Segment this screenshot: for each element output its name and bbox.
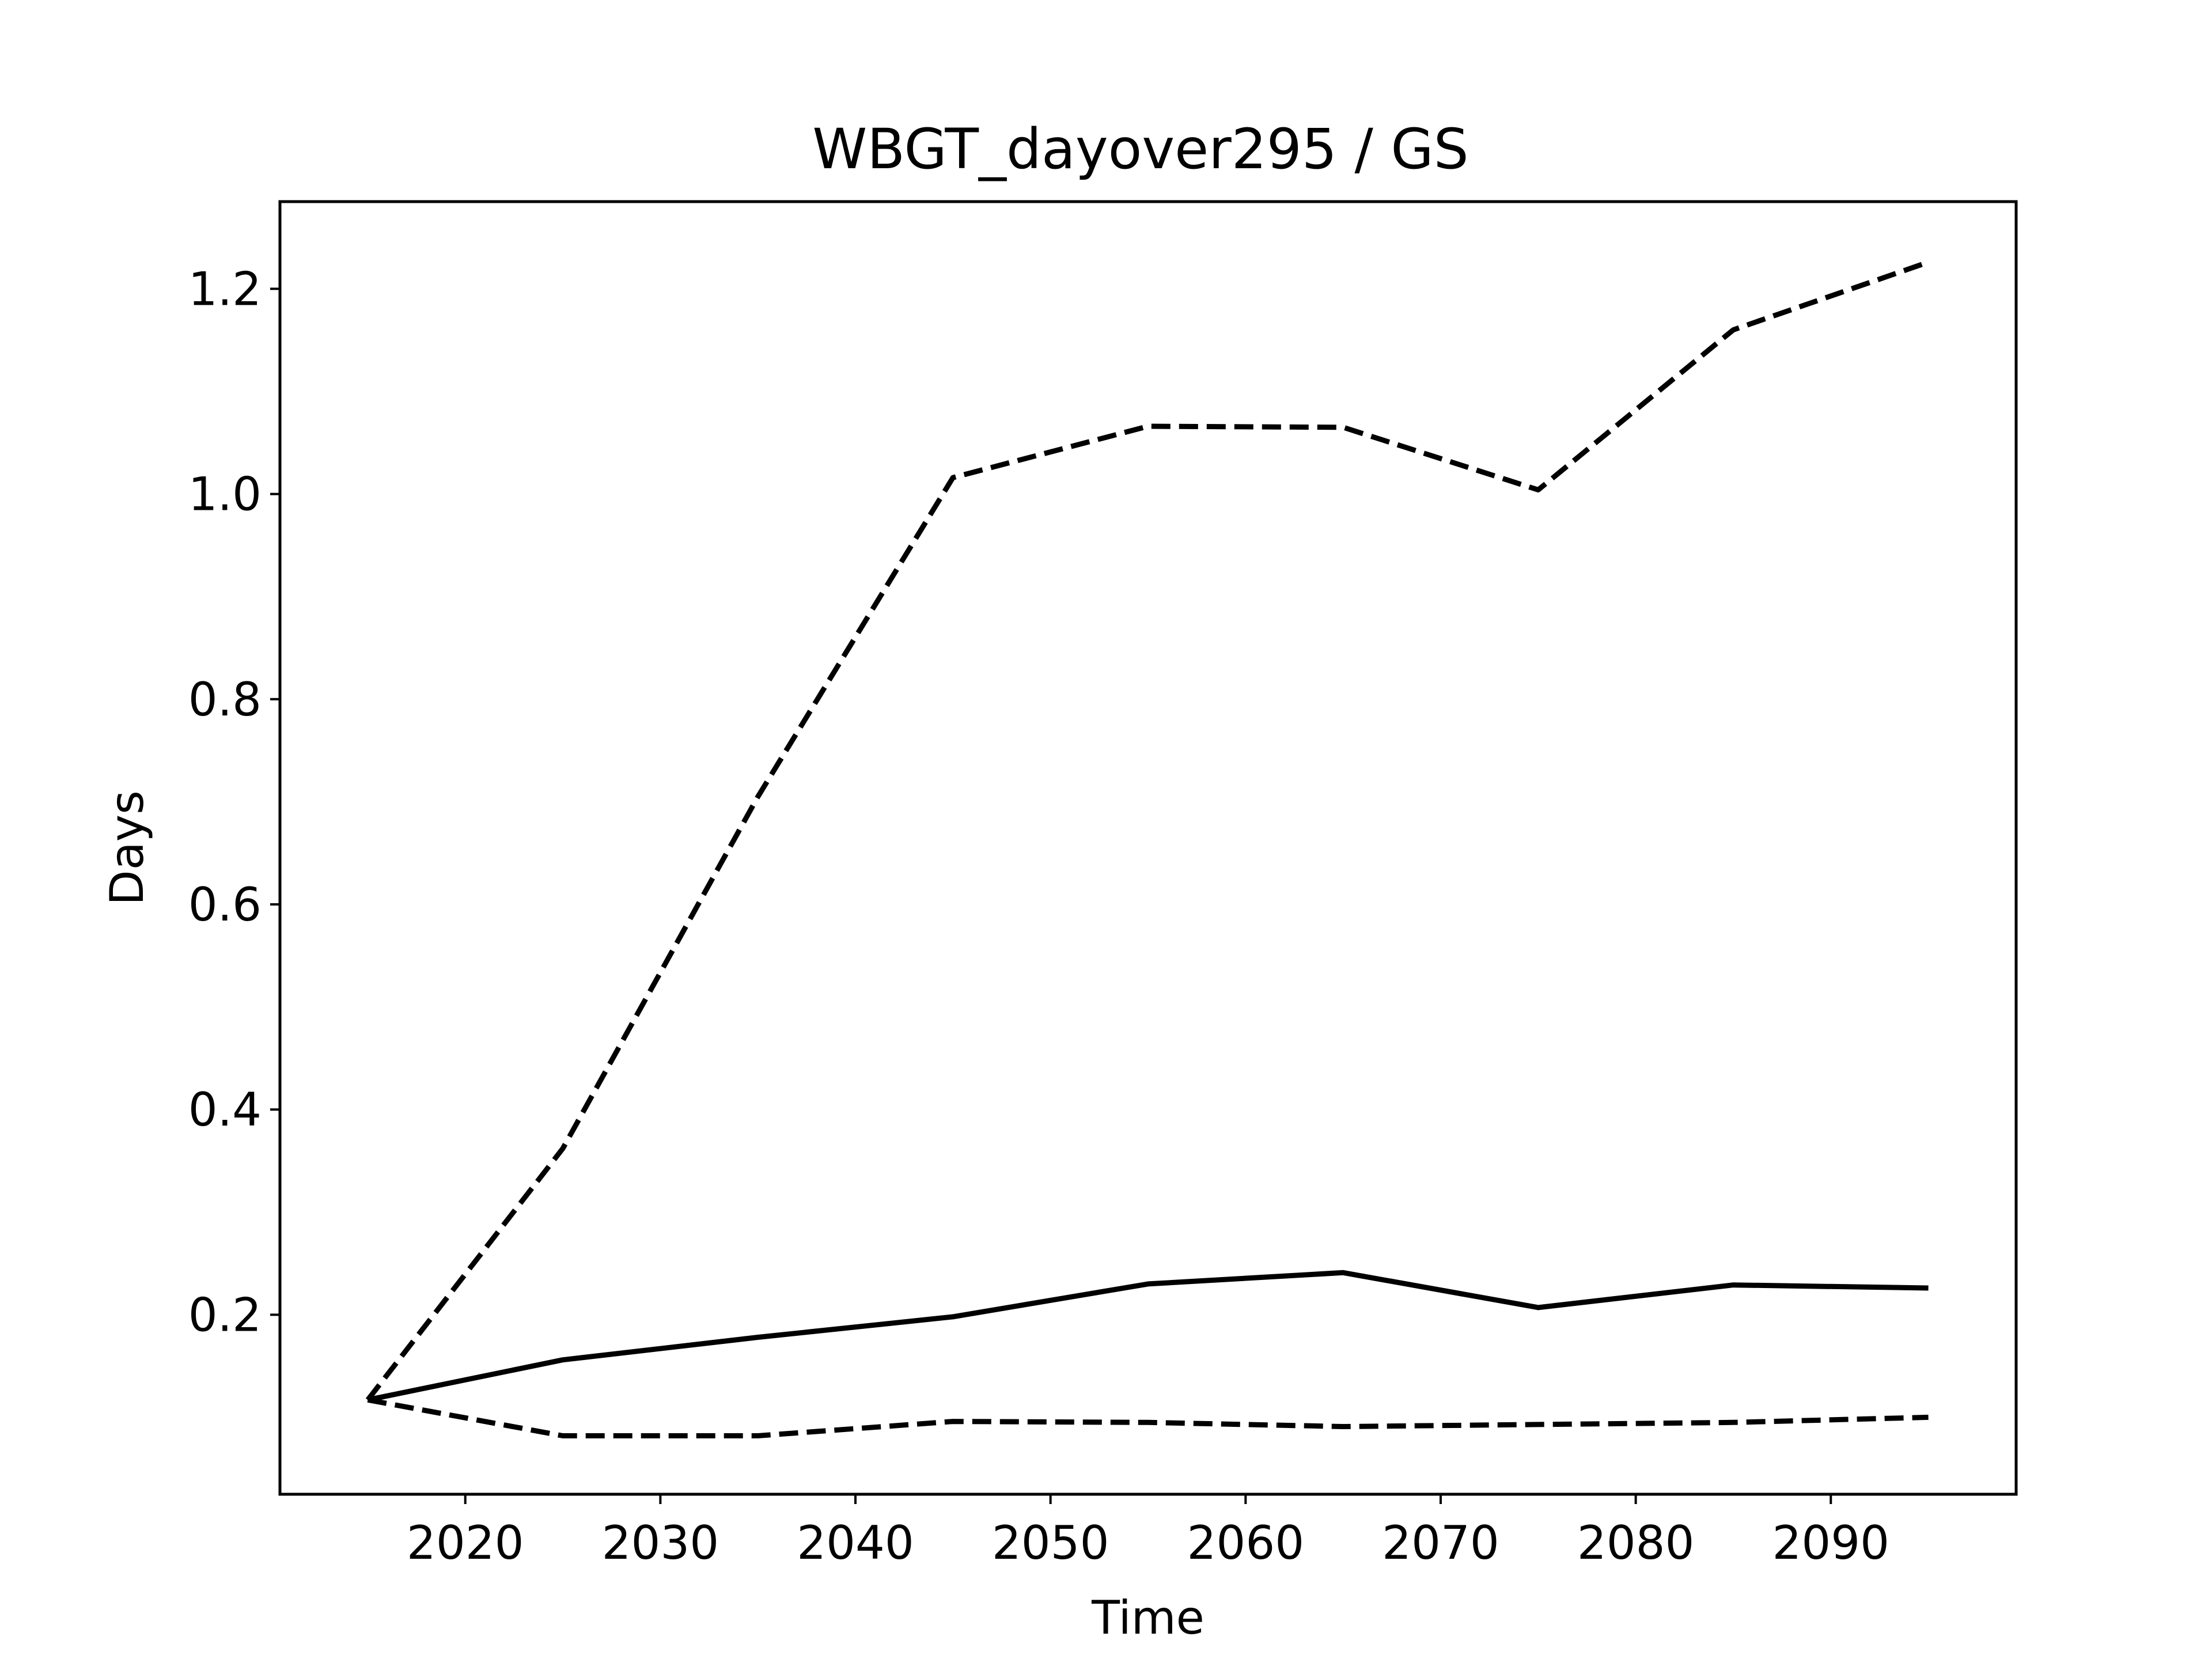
x-tick-label: 2020 — [407, 1516, 524, 1570]
x-tick-label: 2090 — [1772, 1516, 1889, 1570]
y-axis-label: Days — [100, 790, 154, 906]
x-axis-label: Time — [1091, 1591, 1205, 1645]
y-tick-label: 0.8 — [188, 673, 262, 726]
series-layer — [365, 259, 1930, 1438]
y-tick-label: 1.0 — [188, 468, 262, 521]
series-line-1 — [367, 1270, 1929, 1403]
x-tick-label: 2060 — [1187, 1516, 1305, 1570]
x-tick-label: 2080 — [1577, 1516, 1695, 1570]
series-line-2 — [365, 259, 1930, 1402]
x-tick-label: 2030 — [602, 1516, 719, 1570]
series-line-3 — [367, 1397, 1929, 1438]
y-tick-label: 0.2 — [188, 1288, 262, 1342]
x-tick-label: 2050 — [992, 1516, 1109, 1570]
y-tick-label: 0.4 — [188, 1083, 262, 1137]
y-tick-label: 0.6 — [188, 878, 262, 931]
y-tick-label: 1.2 — [188, 262, 262, 316]
plot-area-frame — [278, 200, 2018, 1496]
x-axis-ticks: 2020 2030 2040 2050 2060 2070 2080 2090 — [407, 1494, 1889, 1570]
chart-title: WBGT_dayover295 / GS — [812, 117, 1468, 181]
y-axis-ticks: 0.2 0.4 0.6 0.8 1.0 1.2 — [188, 262, 280, 1342]
x-tick-label: 2040 — [797, 1516, 914, 1570]
x-tick-label: 2070 — [1382, 1516, 1499, 1570]
